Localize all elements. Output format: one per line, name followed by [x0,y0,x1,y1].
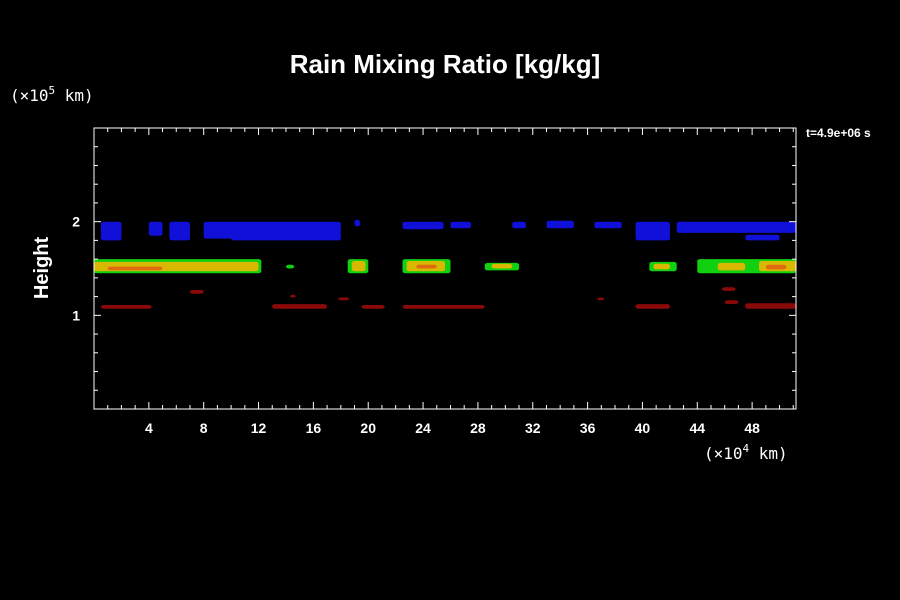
x-tick-label: 4 [145,420,153,436]
region-blue-8 [512,221,526,229]
y-axis-title: Height [31,237,53,300]
x-tick-label: 20 [360,420,376,436]
region-darkred-32 [190,290,204,294]
region-yellow-22 [351,261,366,272]
region-blue-7 [450,221,472,229]
region-blue-5 [354,219,360,227]
region-darkred-41 [724,300,739,304]
y-tick-label: 2 [72,214,80,230]
y-unit-label: (×105 km) [10,84,94,105]
x-tick-label: 12 [251,420,267,436]
region-blue-9 [546,220,574,229]
region-yellow-24 [491,263,513,269]
region-blue-0 [100,221,122,241]
y-tick-label: 1 [72,307,80,323]
x-tick-label: 40 [635,420,651,436]
region-darkred-37 [402,305,485,309]
region-blue-1 [148,221,163,236]
x-tick-label: 32 [525,420,541,436]
region-blue-4 [231,234,341,241]
x-tick-label: 36 [580,420,596,436]
region-darkred-39 [635,304,670,309]
time-label: t=4.9e+06 s [806,126,871,140]
region-blue-12 [676,221,796,233]
region-blue-10 [594,221,622,229]
region-orange-28 [107,266,163,271]
x-tick-label: 28 [470,420,486,436]
region-darkred-40 [722,287,736,291]
chart-title: Rain Mixing Ratio [kg/kg] [290,49,601,79]
region-orange-29 [416,264,437,269]
region-darkred-42 [745,303,796,309]
region-darkred-34 [290,294,296,298]
x-tick-label: 8 [200,420,208,436]
region-darkred-38 [597,297,605,301]
region-orange-30 [765,264,787,270]
region-yellow-26 [717,262,746,271]
region-darkred-31 [100,305,152,309]
region-blue-2 [169,221,190,241]
region-blue-3 [203,221,341,239]
axis-ticks [94,128,796,409]
region-green-20 [286,264,295,269]
region-blue-11 [635,221,670,241]
region-darkred-33 [272,304,327,309]
plot-regions [94,219,796,309]
region-blue-13 [745,234,780,241]
x-tick-label: 24 [415,420,431,436]
x-tick-label: 48 [744,420,760,436]
region-darkred-36 [361,305,385,309]
plot-frame [93,127,797,410]
region-darkred-35 [338,297,350,301]
x-unit-label: (×104 km) [704,442,788,463]
region-blue-6 [402,221,444,230]
region-yellow-25 [653,263,670,270]
x-tick-label: 44 [689,420,705,436]
x-tick-label: 16 [306,420,322,436]
